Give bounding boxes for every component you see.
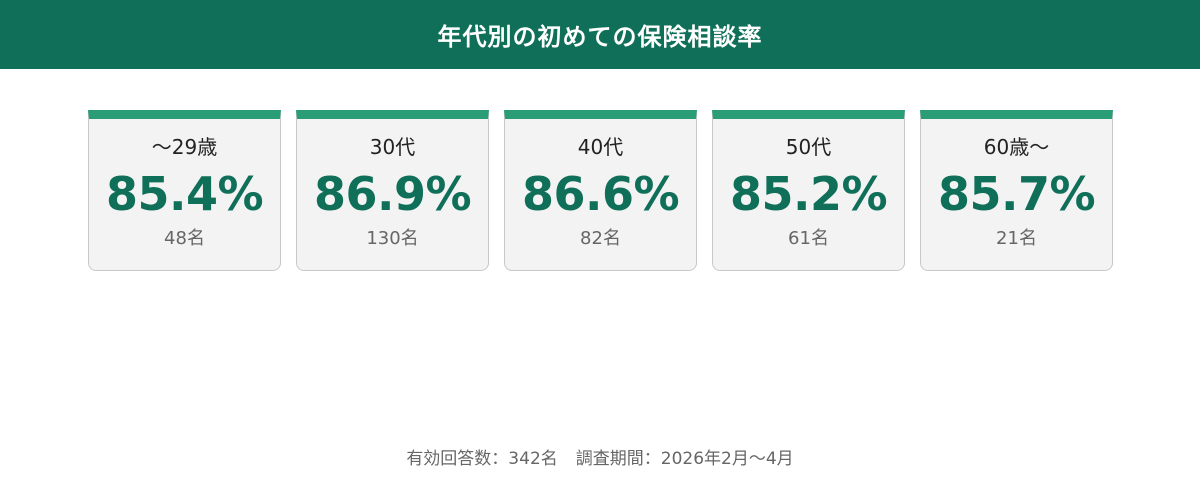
card-count: 48名 [164,228,205,249]
respondent-count: 有効回答数：342名 [406,449,558,469]
card-count: 130名 [366,228,419,249]
stat-card-under-29: 〜29歳 85.4% 48名 [88,110,281,271]
card-count: 82名 [580,228,621,249]
card-value: 85.4% [105,167,264,221]
card-label: 40代 [577,135,624,159]
stat-card-30s: 30代 86.9% 130名 [296,110,489,271]
header-bar: 年代別の初めての保険相談率 [0,0,1200,69]
stat-cards: 〜29歳 85.4% 48名 30代 86.9% 130名 40代 86.6% … [88,110,1113,271]
survey-period: 調査期間：2026年2月〜4月 [575,449,794,469]
card-label: 〜29歳 [151,135,218,159]
card-label: 50代 [785,135,832,159]
card-count: 61名 [788,228,829,249]
card-value: 86.9% [313,167,472,221]
stat-card-50s: 50代 85.2% 61名 [712,110,905,271]
page-title: 年代別の初めての保険相談率 [437,23,763,51]
stat-card-60-plus: 60歳〜 85.7% 21名 [920,110,1113,271]
card-label: 30代 [369,135,416,159]
card-value: 86.6% [521,167,680,221]
stat-card-40s: 40代 86.6% 82名 [504,110,697,271]
card-value: 85.2% [729,167,888,221]
card-label: 60歳〜 [983,135,1050,159]
card-value: 85.7% [937,167,1096,221]
survey-footnote: 有効回答数：342名 調査期間：2026年2月〜4月 [0,444,1200,469]
card-count: 21名 [996,228,1037,249]
